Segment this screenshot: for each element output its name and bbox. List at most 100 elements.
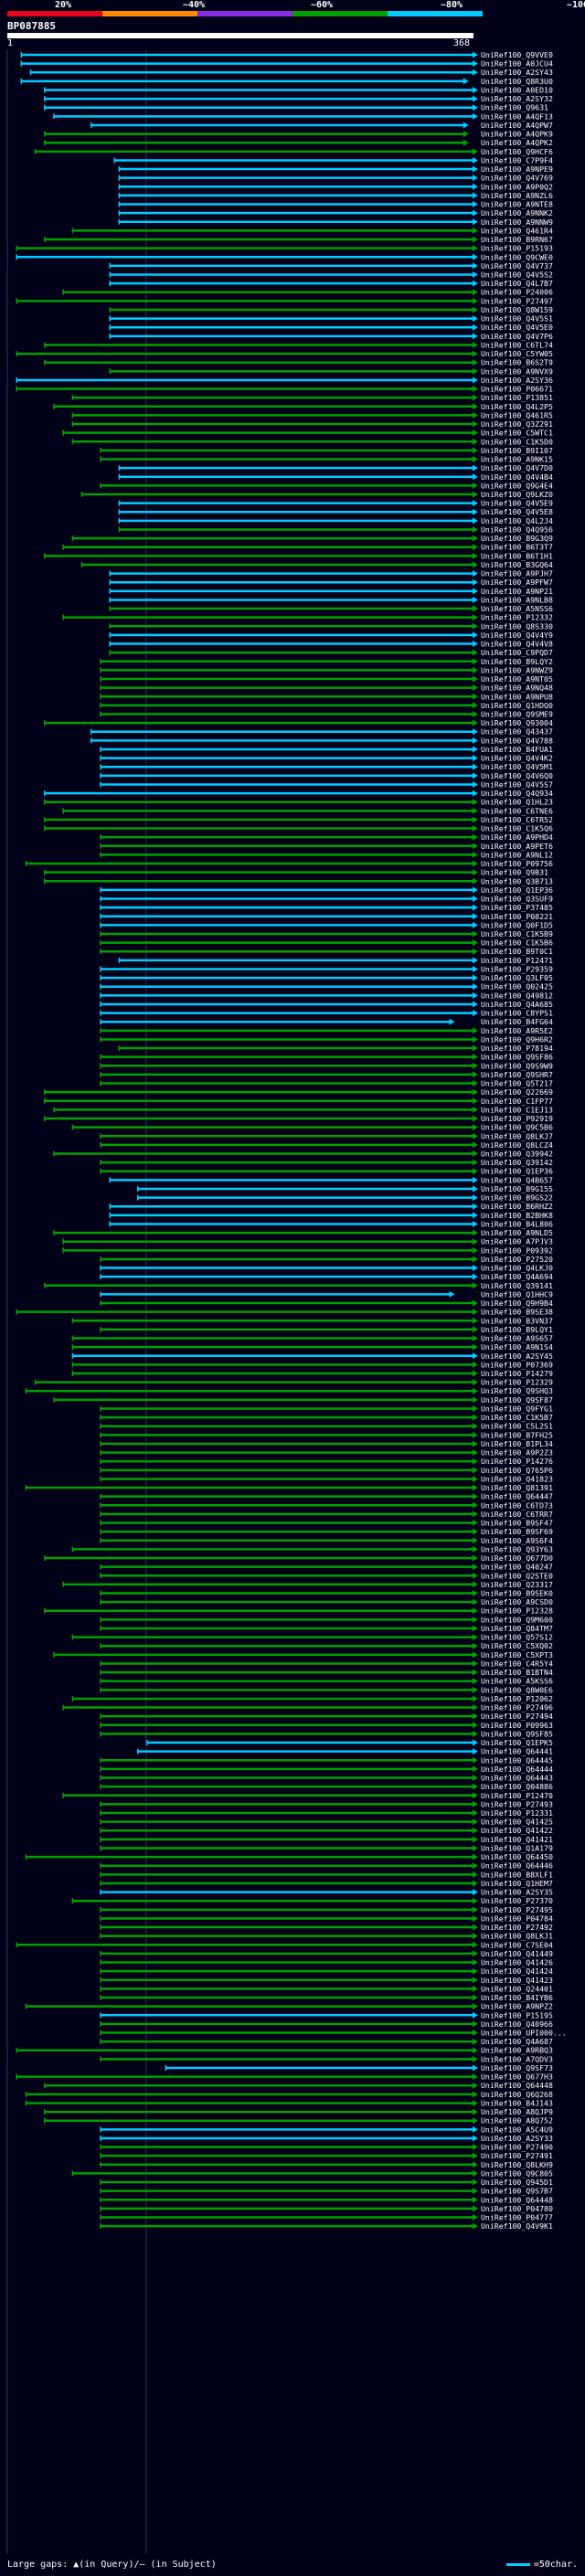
hit-row[interactable]: UniRef100_P06671 — [16, 385, 553, 394]
hit-label[interactable]: UniRef100_Q9VVE0 — [481, 50, 553, 59]
hit-row[interactable]: UniRef100_Q0F1D5 — [100, 920, 553, 929]
hit-row[interactable]: UniRef100_P27370 — [71, 1896, 553, 1905]
hit-row[interactable]: UniRef100_B6RHZ2 — [109, 1202, 553, 1211]
hit-row[interactable]: UniRef100_Q4V5S1 — [109, 314, 553, 323]
hit-row[interactable]: UniRef100_A4QPK9 — [44, 130, 553, 139]
hit-row[interactable]: UniRef100_P27492 — [100, 1923, 553, 1932]
hit-row[interactable]: UniRef100_Q64446 — [100, 1861, 553, 1871]
hit-label[interactable]: UniRef100_Q1HHC9 — [481, 1289, 553, 1299]
hit-row[interactable]: UniRef100_C1EJ13 — [53, 1105, 553, 1114]
hit-row[interactable]: UniRef100_Q9SHR7 — [100, 1070, 553, 1079]
hit-row[interactable]: UniRef100_Q9SF85 — [100, 1729, 553, 1738]
hit-label[interactable]: UniRef100_Q9G4E4 — [481, 481, 553, 490]
hit-row[interactable]: UniRef100_P14276 — [100, 1457, 553, 1466]
hit-label[interactable]: UniRef100_Q945D1 — [481, 2178, 553, 2187]
hit-label[interactable]: UniRef100_P07369 — [481, 1360, 553, 1369]
hit-label[interactable]: UniRef100_Q39141 — [481, 1281, 553, 1290]
hit-label[interactable]: UniRef100_Q81391 — [481, 1483, 553, 1492]
hit-label[interactable]: UniRef100_Q4V5M1 — [481, 762, 553, 771]
hit-label[interactable]: UniRef100_Q40247 — [481, 1563, 553, 1572]
hit-label[interactable]: UniRef100_UPI000... — [481, 2029, 567, 2038]
hit-label[interactable]: UniRef100_Q461R4 — [481, 226, 553, 235]
hit-label[interactable]: UniRef100_C1EJ13 — [481, 1105, 553, 1114]
hit-row[interactable]: UniRef100_Q9H6R2 — [100, 1034, 553, 1044]
hit-label[interactable]: UniRef100_A9NLD5 — [481, 1228, 553, 1237]
hit-label[interactable]: UniRef100_C5XQ02 — [481, 1641, 553, 1650]
hit-label[interactable]: UniRef100_Q4V5E9 — [481, 499, 553, 508]
hit-row[interactable]: UniRef100_A8Q752 — [44, 2116, 553, 2125]
hit-label[interactable]: UniRef100_B2BHK8 — [481, 1211, 553, 1220]
hit-label[interactable]: UniRef100_Q9SF86 — [481, 1053, 553, 1062]
hit-label[interactable]: UniRef100_Q41449 — [481, 1949, 553, 1958]
hit-label[interactable]: UniRef100_Q6Q268 — [481, 2090, 553, 2099]
hit-row[interactable]: UniRef100_Q8S330 — [109, 621, 553, 631]
hit-label[interactable]: UniRef100_A2SY43 — [481, 68, 553, 77]
hit-row[interactable]: UniRef100_B4FUA1 — [100, 745, 553, 754]
hit-label[interactable]: UniRef100_A2SY32 — [481, 94, 553, 103]
hit-row[interactable]: UniRef100_P09392 — [62, 1246, 553, 1255]
hit-row[interactable]: UniRef100_C1FP77 — [44, 1097, 553, 1106]
hit-row[interactable]: UniRef100_P12471 — [118, 956, 553, 965]
hit-label[interactable]: UniRef100_Q4V5E0 — [481, 323, 553, 332]
hit-label[interactable]: UniRef100_C1FP77 — [481, 1097, 553, 1106]
hit-row[interactable]: UniRef100_P37485 — [100, 903, 553, 912]
hit-label[interactable]: UniRef100_A8QJP9 — [481, 2107, 553, 2116]
hit-row[interactable]: UniRef100_Q24401 — [100, 1984, 553, 1993]
hit-row[interactable]: UniRef100_Q4A694 — [100, 1272, 553, 1281]
hit-row[interactable]: UniRef100_Q39141 — [44, 1281, 553, 1290]
hit-label[interactable]: UniRef100_A9NT05 — [481, 674, 553, 684]
hit-row[interactable]: UniRef100_Q945D1 — [100, 2178, 553, 2187]
hit-label[interactable]: UniRef100_Q41422 — [481, 1826, 553, 1835]
hit-label[interactable]: UniRef100_P09392 — [481, 1246, 553, 1255]
hit-label[interactable]: UniRef100_A5KSS6 — [481, 1677, 553, 1686]
hit-row[interactable]: UniRef100_A4QPW7 — [90, 121, 553, 130]
hit-label[interactable]: UniRef100_Q84TM7 — [481, 1624, 553, 1633]
hit-label[interactable]: UniRef100_Q4V769 — [481, 174, 553, 183]
hit-row[interactable]: UniRef100_A0ED10 — [44, 85, 553, 94]
hit-label[interactable]: UniRef100_A9PET6 — [481, 842, 553, 851]
hit-row[interactable]: UniRef100_B6T1H1 — [44, 551, 553, 560]
hit-row[interactable]: UniRef100_C6TRR7 — [100, 1510, 553, 1519]
hit-label[interactable]: UniRef100_Q9SME9 — [481, 710, 553, 719]
hit-label[interactable]: UniRef100_Q8LKJ1 — [481, 1932, 553, 1941]
hit-row[interactable]: UniRef100_Q3B713 — [44, 876, 553, 885]
hit-label[interactable]: UniRef100_C7SE04 — [481, 1940, 553, 1949]
hit-label[interactable]: UniRef100_Q1A179 — [481, 1843, 553, 1852]
hit-row[interactable]: UniRef100_C5YW05 — [16, 349, 553, 358]
hit-row[interactable]: UniRef100_A9NPE9 — [118, 164, 553, 174]
hit-label[interactable]: UniRef100_A4QPW7 — [481, 121, 553, 130]
hit-row[interactable]: UniRef100_A9NPU8 — [100, 692, 553, 701]
hit-row[interactable]: UniRef100_B9SEK0 — [100, 1589, 553, 1598]
hit-row[interactable]: UniRef100_A2SY32 — [44, 94, 553, 103]
hit-label[interactable]: UniRef100_A9NPZ2 — [481, 2002, 553, 2011]
hit-label[interactable]: UniRef100_C9PQD7 — [481, 648, 553, 657]
hit-label[interactable]: UniRef100_Q64446 — [481, 1861, 553, 1871]
hit-row[interactable]: UniRef100_A9NVX9 — [109, 366, 553, 376]
hit-label[interactable]: UniRef100_Q93Y63 — [481, 1544, 553, 1553]
hit-row[interactable]: UniRef100_P27494 — [100, 1712, 553, 1721]
hit-row[interactable]: UniRef100_Q1HDQ0 — [100, 701, 553, 710]
hit-label[interactable]: UniRef100_A9NK15 — [481, 455, 553, 464]
hit-row[interactable]: UniRef100_Q4LKJ0 — [100, 1264, 553, 1273]
hit-row[interactable]: UniRef100_Q39942 — [53, 1150, 553, 1159]
hit-label[interactable]: UniRef100_P15193 — [481, 244, 553, 253]
hit-label[interactable]: UniRef100_Q9SF85 — [481, 1729, 553, 1738]
hit-label[interactable]: UniRef100_P04784 — [481, 1913, 553, 1923]
hit-row[interactable]: UniRef100_Q93004 — [44, 718, 553, 727]
hit-row[interactable]: UniRef100_A9RBQ3 — [16, 2046, 553, 2055]
hit-label[interactable]: UniRef100_A9PHD4 — [481, 832, 553, 842]
hit-row[interactable]: UniRef100_P12332 — [62, 613, 553, 622]
hit-row[interactable]: UniRef100_Q8LCZ4 — [100, 1140, 553, 1150]
hit-row[interactable]: UniRef100_A9NPZ2 — [25, 2002, 553, 2011]
hit-row[interactable]: UniRef100_Q41423 — [100, 1976, 553, 1985]
hit-label[interactable]: UniRef100_Q0F1D5 — [481, 920, 553, 929]
hit-label[interactable]: UniRef100_P27491 — [481, 2151, 553, 2160]
hit-row[interactable]: UniRef100_Q3SUF9 — [100, 895, 553, 904]
hit-row[interactable]: UniRef100_Q9SF87 — [53, 1395, 553, 1405]
hit-label[interactable]: UniRef100_Q9C5B6 — [481, 1123, 553, 1132]
hit-label[interactable]: UniRef100_Q41823 — [481, 1474, 553, 1483]
hit-row[interactable]: UniRef100_Q9SF73 — [165, 2063, 553, 2072]
hit-label[interactable]: UniRef100_Q677D0 — [481, 1553, 553, 1563]
hit-row[interactable]: UniRef100_Q40247 — [100, 1563, 553, 1572]
hit-row[interactable]: UniRef100_C6TL74 — [44, 340, 553, 349]
